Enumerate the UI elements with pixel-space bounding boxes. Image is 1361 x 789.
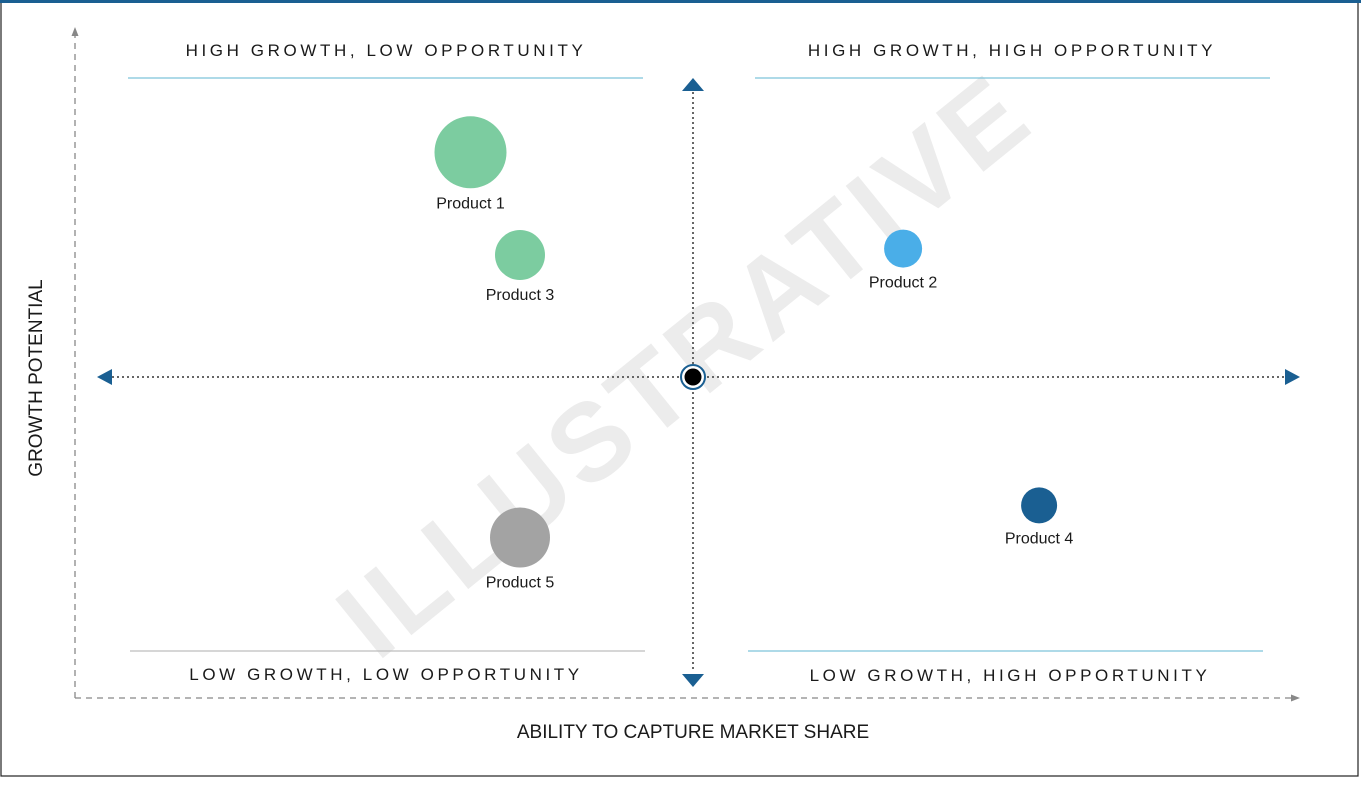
bubble-product-5 [490,507,550,568]
x-axis-arrowhead [1291,694,1300,702]
center-origin-dot [684,368,702,386]
quadrant-label-bottom-left: LOW GROWTH, LOW OPPORTUNITY [189,665,582,684]
bubble-label-product-5: Product 5 [486,575,555,592]
divider-arrow-right [1285,369,1300,385]
y-axis-arrowhead [71,27,79,36]
bubble-label-product-1: Product 1 [436,195,505,212]
bubble-product-3 [495,230,545,280]
quadrant-label-bottom-right: LOW GROWTH, HIGH OPPORTUNITY [810,666,1211,685]
divider-arrow-down [682,674,704,687]
product-points: Product 1 Product 3 Product 2 Product 5 Prod… [434,116,1074,592]
quadrant-label-top-left: HIGH GROWTH, LOW OPPORTUNITY [186,41,587,60]
bubble-product-2 [884,229,923,268]
x-axis-label: ABILITY TO CAPTURE MARKET SHARE [517,722,869,743]
bubble-product-4 [1021,487,1058,524]
divider-arrow-up [682,78,704,91]
bubble-label-product-3: Product 3 [486,287,555,304]
divider-arrow-left [97,369,112,385]
bubble-product-1 [434,116,507,189]
bubble-label-product-4: Product 4 [1005,530,1074,547]
y-axis-label: GROWTH POTENTIAL [26,279,47,476]
bubble-label-product-2: Product 2 [869,275,938,292]
quadrant-label-top-right: HIGH GROWTH, HIGH OPPORTUNITY [808,41,1216,60]
